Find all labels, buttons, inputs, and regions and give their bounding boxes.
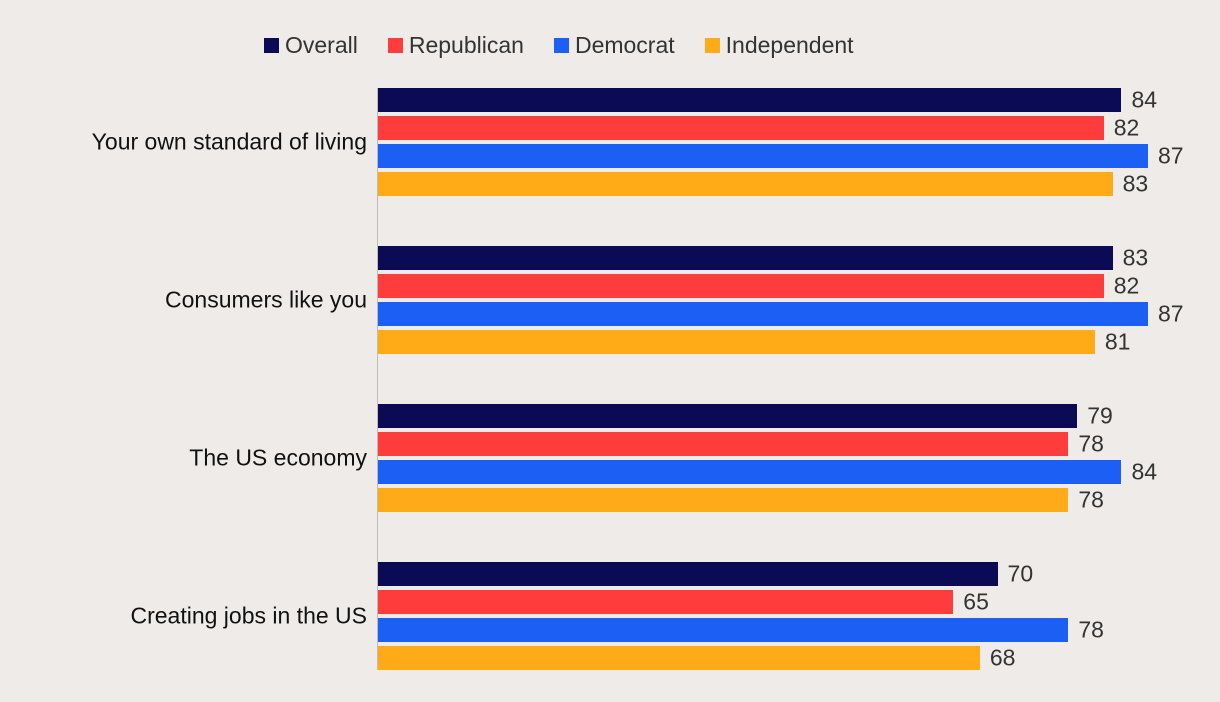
bar-value-label: 83 — [1122, 170, 1149, 197]
legend-swatch-overall — [264, 38, 279, 53]
bar-independent-2 — [378, 330, 1095, 354]
bar-independent-1 — [378, 172, 1113, 196]
category-label-standard-of-living: Your own standard of living — [91, 128, 367, 155]
category-label-creating-jobs: Creating jobs in the US — [130, 602, 367, 629]
bar-value-label: 68 — [989, 644, 1016, 671]
legend-label-independent: Independent — [725, 32, 854, 58]
bar-democrat-3 — [378, 460, 1122, 484]
y-axis-line — [377, 88, 378, 670]
bar-republican-3 — [378, 432, 1069, 456]
bar-democrat-4 — [378, 618, 1069, 642]
legend-swatch-democrat — [553, 38, 569, 53]
bar-value-label: 70 — [1007, 560, 1034, 587]
bar-value-label: 78 — [1078, 430, 1104, 457]
bar-independent-4 — [378, 646, 980, 670]
legend-label-republican: Republican — [408, 32, 524, 58]
bar-overall-3 — [378, 404, 1078, 428]
bar-value-label: 82 — [1113, 114, 1140, 141]
bar-republican-2 — [378, 274, 1104, 298]
legend: Overall Republican Democrat Independent — [264, 32, 884, 59]
bar-value-label: 81 — [1104, 328, 1131, 355]
legend-item-republican: Republican — [387, 32, 524, 59]
bar-overall-4 — [378, 562, 998, 586]
legend-label-overall: Overall — [285, 32, 358, 58]
bar-value-label: 84 — [1131, 458, 1158, 485]
bar-value-label: 87 — [1158, 300, 1184, 327]
bar-value-label: 84 — [1131, 86, 1158, 113]
bar-value-label: 82 — [1113, 272, 1140, 299]
legend-swatch-independent — [704, 38, 720, 53]
legend-item-overall: Overall — [264, 32, 358, 59]
bar-value-label: 78 — [1078, 486, 1104, 513]
bar-overall-2 — [378, 246, 1113, 270]
bar-value-label: 87 — [1158, 142, 1184, 169]
legend-swatch-republican — [387, 38, 403, 53]
bar-democrat-2 — [378, 302, 1148, 326]
bar-value-label: 79 — [1087, 402, 1113, 429]
legend-label-democrat: Democrat — [574, 32, 675, 58]
bar-overall-1 — [378, 88, 1122, 112]
category-label-consumers: Consumers like you — [165, 286, 367, 313]
bar-independent-3 — [378, 488, 1069, 512]
bar-value-label: 65 — [963, 588, 989, 615]
bar-republican-1 — [378, 116, 1104, 140]
bar-republican-4 — [378, 590, 954, 614]
bar-democrat-1 — [378, 144, 1148, 168]
bar-value-label: 78 — [1078, 616, 1104, 643]
legend-item-democrat: Democrat — [553, 32, 675, 59]
bar-value-label: 83 — [1122, 244, 1149, 271]
category-label-us-economy: The US economy — [189, 444, 367, 471]
legend-item-independent: Independent — [704, 32, 854, 59]
